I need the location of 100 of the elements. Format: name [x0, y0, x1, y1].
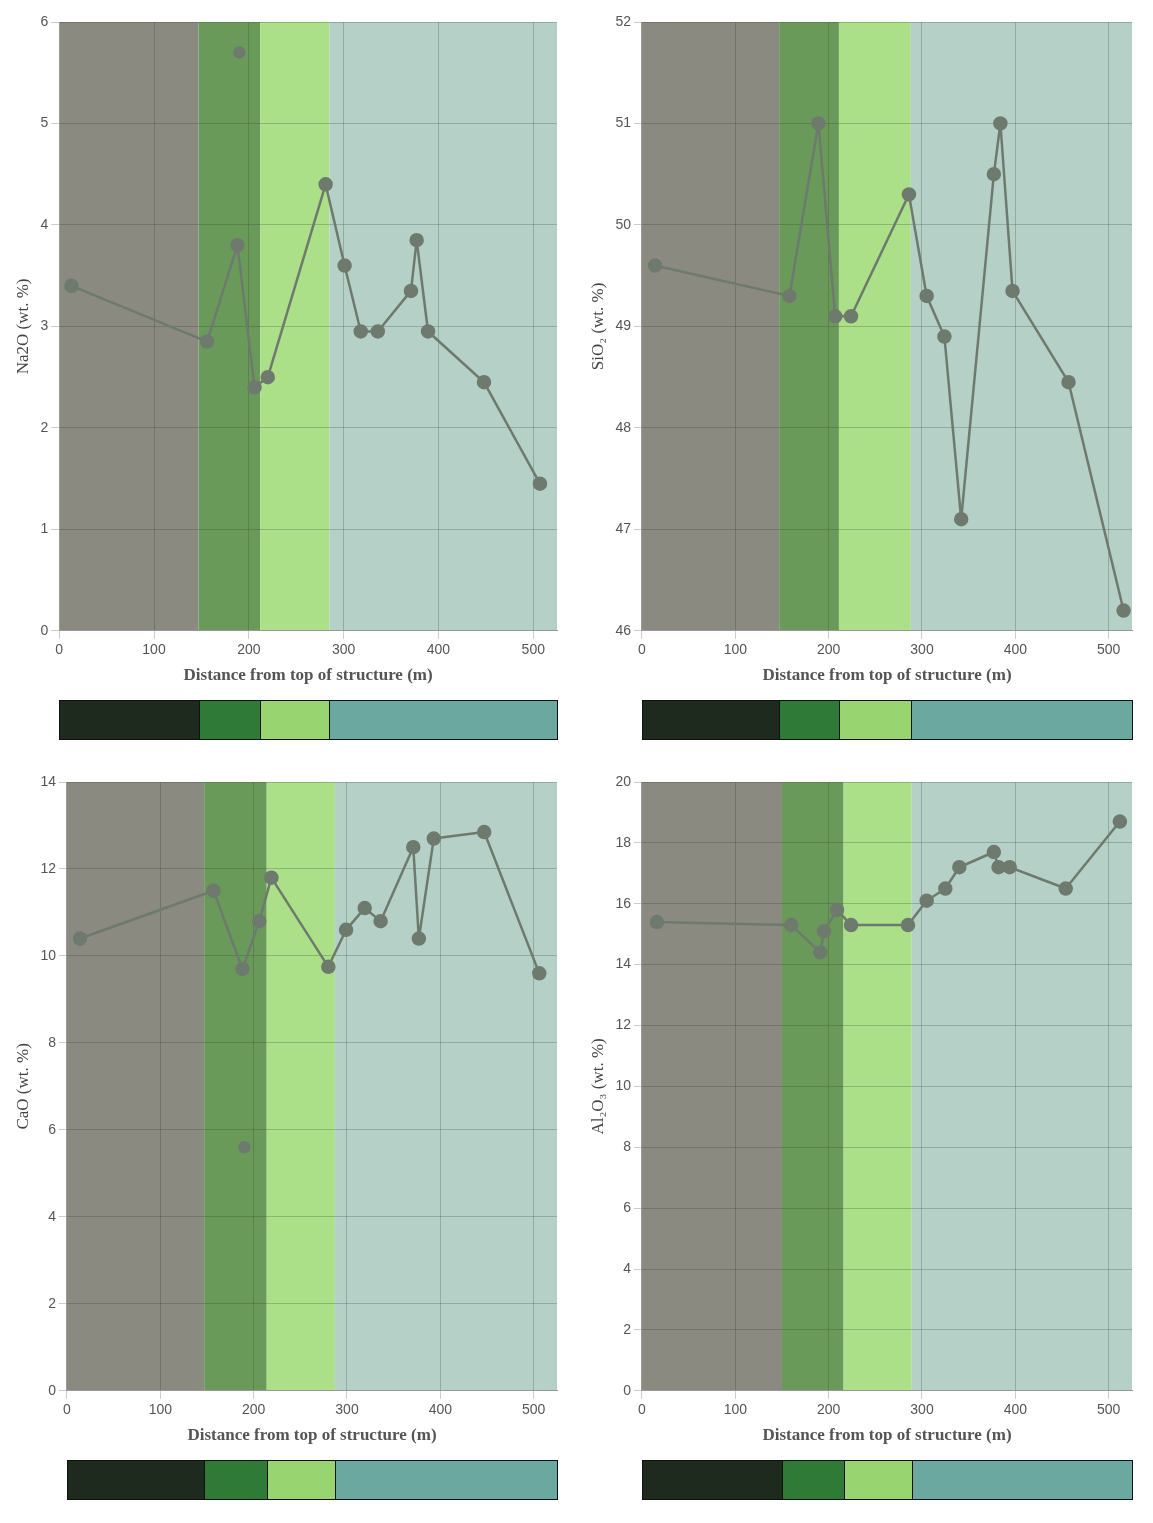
point: [813, 945, 828, 960]
y-tick-label: 6: [40, 12, 49, 29]
y-tick-label: 12: [615, 1016, 632, 1033]
y-tick-label: 14: [615, 955, 632, 972]
x-tick-label: 100: [723, 641, 748, 658]
point: [411, 931, 427, 946]
y-axis-title: Na2O (wt. %): [12, 278, 32, 375]
point: [938, 881, 953, 896]
x-tick-label: 400: [1003, 1401, 1028, 1418]
point: [953, 511, 969, 527]
point: [900, 917, 916, 933]
y-tick-label: 2: [48, 1294, 57, 1311]
point: [199, 334, 215, 349]
point: [406, 839, 421, 855]
y-tick-label: 46: [615, 621, 632, 638]
x-tick-label: 500: [1096, 641, 1121, 658]
y-tick-label: 8: [48, 1033, 57, 1050]
y-tick-label: 12: [40, 859, 57, 876]
y-tick-label: 10: [615, 1077, 632, 1094]
x-tick-label: 200: [816, 641, 841, 658]
point: [72, 931, 88, 946]
y-tick-label: 49: [615, 317, 632, 334]
y-tick-label: 5: [40, 114, 49, 131]
y-tick-label: 50: [615, 215, 632, 232]
x-tick-label: 0: [63, 1401, 72, 1418]
point: [937, 329, 952, 344]
y-axis-title: CaO (wt. %): [12, 1043, 32, 1130]
point: [986, 844, 1002, 860]
x-tick-label: 200: [237, 641, 261, 658]
point: [1116, 603, 1131, 618]
point: [337, 258, 352, 273]
y-tick-label: 1: [40, 520, 49, 537]
x-tick-label: 500: [521, 1401, 546, 1418]
point: [532, 966, 547, 981]
point: [1005, 283, 1020, 299]
x-tick-label: 300: [331, 641, 356, 658]
x-tick-label: 200: [816, 1401, 841, 1418]
point: [476, 824, 492, 840]
x-tick-label: 200: [241, 1401, 266, 1418]
y-tick-label: 47: [615, 520, 632, 537]
point: [843, 917, 859, 933]
point: [420, 324, 436, 339]
y-tick-label: 51: [615, 114, 632, 131]
point: [827, 309, 843, 324]
point: [260, 369, 276, 385]
y-tick-label: 0: [623, 1381, 632, 1398]
point: [784, 917, 799, 933]
point: [782, 288, 797, 304]
point: [829, 902, 845, 918]
x-tick-label: 500: [521, 641, 546, 658]
y-tick-label: 16: [615, 894, 632, 911]
point: [338, 922, 354, 938]
point: [206, 883, 221, 898]
point: [321, 959, 336, 975]
x-tick-label: 100: [148, 1401, 173, 1418]
x-tick-label: 300: [910, 1401, 934, 1418]
x-tick-label: 400: [426, 641, 451, 658]
x-tick-label: 500: [1096, 1401, 1121, 1418]
point: [247, 380, 262, 395]
y-tick-label: 2: [623, 1320, 632, 1337]
y-tick-label: 6: [623, 1199, 632, 1216]
point: [409, 232, 424, 248]
point: [230, 237, 245, 253]
x-tick-label: 0: [638, 1401, 647, 1418]
point: [426, 831, 442, 846]
point: [235, 961, 250, 977]
y-tick-label: 48: [615, 418, 632, 435]
point: [816, 923, 832, 939]
y-tick-label: 0: [40, 621, 49, 638]
point: [64, 278, 79, 294]
y-tick-label: 2: [40, 418, 49, 435]
y-tick-label: 4: [40, 215, 49, 232]
point: [238, 1141, 251, 1154]
point: [476, 374, 492, 390]
point: [1061, 374, 1076, 390]
y-tick-label: 0: [48, 1381, 57, 1398]
point: [919, 893, 934, 908]
point: [370, 324, 386, 339]
x-tick-label: 100: [142, 641, 166, 658]
point: [373, 913, 388, 929]
point: [357, 900, 372, 916]
point: [353, 324, 368, 339]
point: [901, 187, 917, 202]
x-tick-label: 300: [910, 641, 934, 658]
y-tick-label: 8: [623, 1138, 632, 1155]
y-tick-label: 20: [615, 772, 632, 789]
y-tick-label: 3: [40, 317, 49, 334]
point: [647, 258, 663, 273]
point: [1002, 859, 1017, 875]
point: [233, 46, 246, 59]
y-tick-label: 52: [615, 12, 632, 29]
point: [993, 116, 1008, 131]
y-tick-label: 18: [615, 833, 632, 850]
x-tick-label: 400: [428, 1401, 453, 1418]
y-tick-label: 14: [40, 772, 57, 789]
x-axis-title: Distance from top of structure (m): [183, 665, 433, 685]
y-tick-label: 4: [623, 1259, 632, 1276]
x-tick-label: 400: [1003, 641, 1028, 658]
point: [532, 476, 548, 491]
y-tick-label: 6: [48, 1120, 57, 1137]
